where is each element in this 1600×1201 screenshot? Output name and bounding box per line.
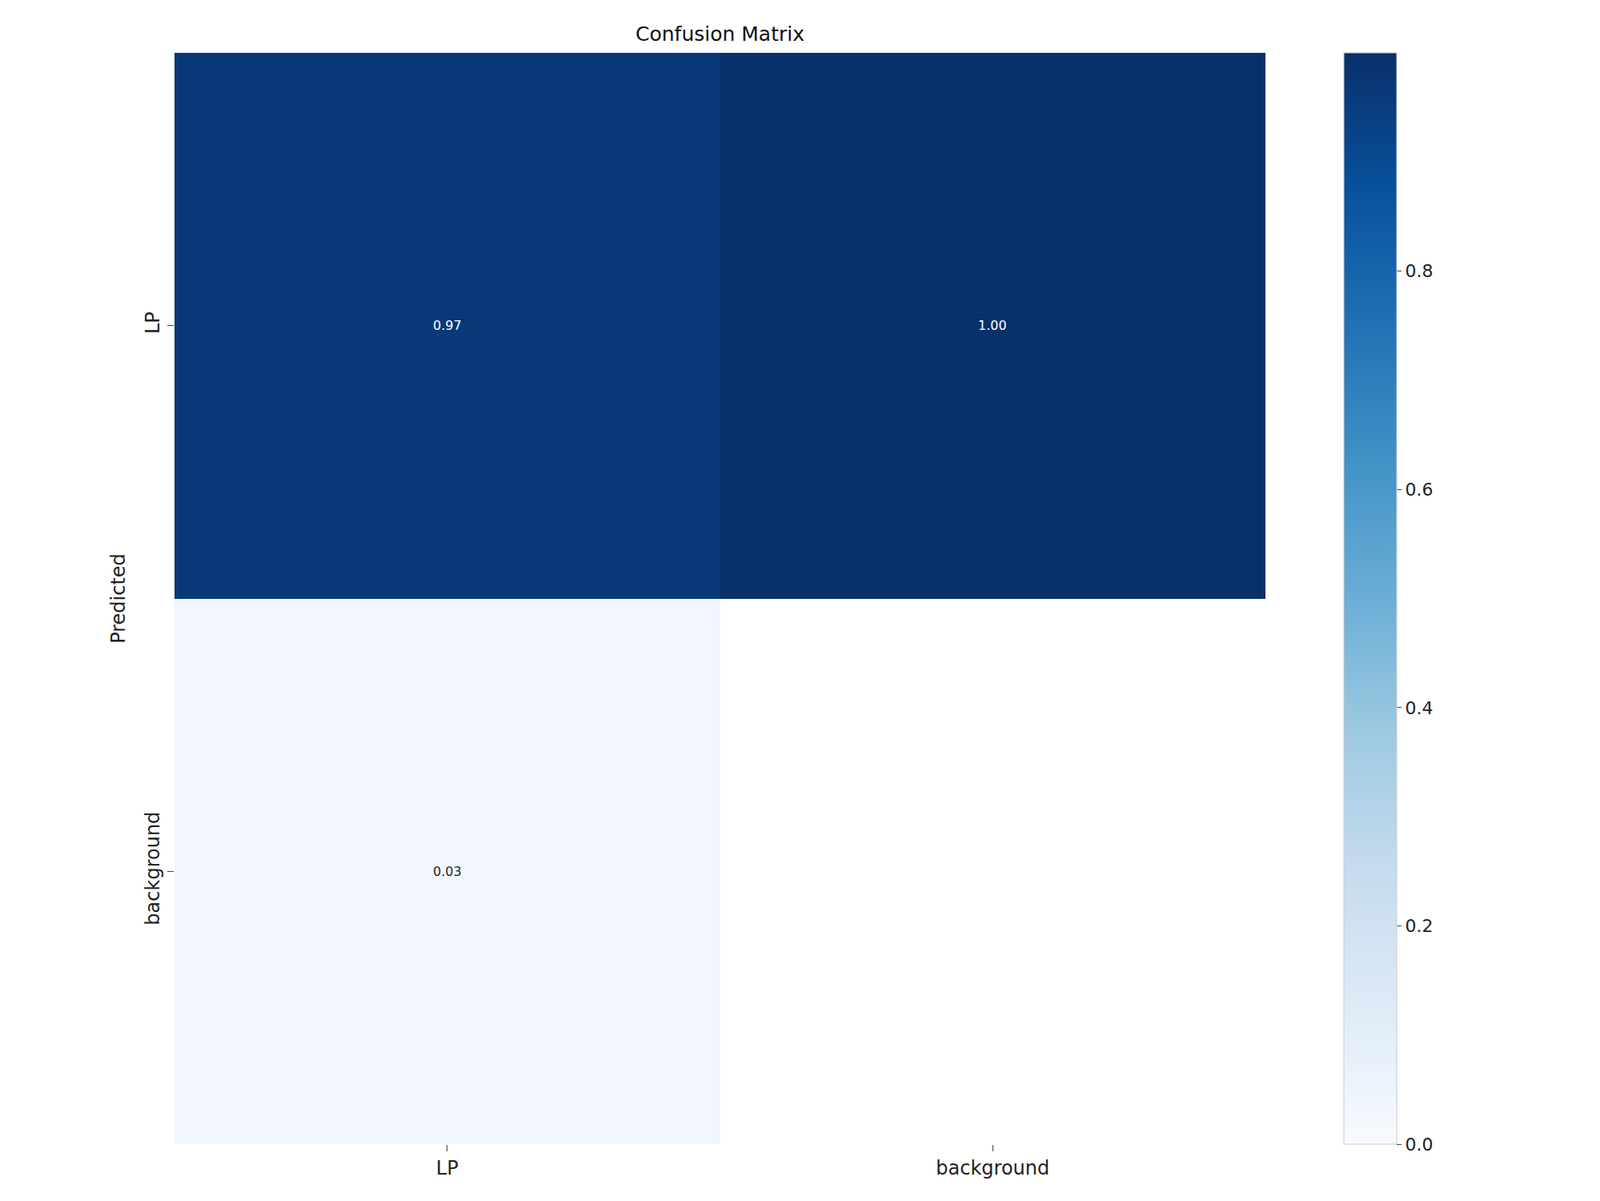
svg-text:1.00: 1.00 [978, 317, 1007, 333]
svg-text:Predicted: Predicted [107, 553, 130, 644]
svg-text:LP: LP [436, 1156, 459, 1179]
svg-text:0.2: 0.2 [1404, 915, 1433, 936]
svg-text:Confusion Matrix: Confusion Matrix [635, 22, 805, 46]
svg-text:0.6: 0.6 [1404, 479, 1433, 500]
svg-text:LP: LP [141, 311, 165, 334]
svg-text:background: background [935, 1156, 1050, 1179]
svg-text:0.0: 0.0 [1404, 1134, 1433, 1155]
svg-text:0.8: 0.8 [1404, 260, 1433, 281]
svg-text:0.97: 0.97 [433, 317, 462, 333]
svg-text:0.4: 0.4 [1404, 697, 1433, 718]
svg-text:0.03: 0.03 [433, 863, 462, 879]
svg-text:background: background [141, 811, 165, 926]
